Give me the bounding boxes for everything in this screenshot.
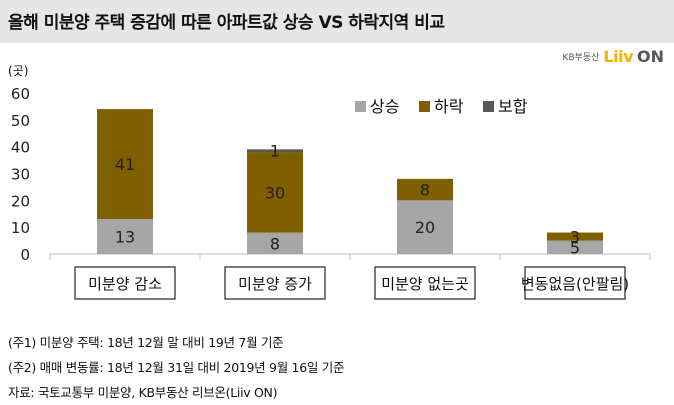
- bar-segment: [397, 200, 453, 254]
- y-tick-label: 0: [20, 246, 30, 264]
- legend-label: 보합: [498, 97, 528, 116]
- source-note: 자료: 국토교통부 미분양, KB부동산 리브온(Liiv ON): [8, 385, 278, 400]
- bar-segment: [547, 240, 603, 254]
- y-axis-unit: (곳): [8, 64, 29, 78]
- footnote-2: (주2) 매매 변동률: 18년 12월 31일 대비 2019년 9월 16일…: [8, 360, 345, 375]
- bar-segment: [397, 178, 453, 201]
- legend-swatch: [483, 101, 494, 112]
- category-label: 미분양 감소: [88, 275, 162, 293]
- category-label: 변동없음(안팔림): [521, 275, 629, 293]
- brand-liiv-text: Liiv: [603, 47, 633, 66]
- data-label: 5: [570, 238, 580, 257]
- bar-segment: [247, 232, 303, 254]
- bar-segment: [547, 232, 603, 241]
- bar-segment: [97, 219, 153, 254]
- data-label: 3: [570, 228, 580, 247]
- category-label: 미분양 없는곳: [381, 275, 469, 293]
- y-tick-label: 30: [11, 166, 30, 184]
- data-label: 1: [270, 142, 280, 161]
- bar-segment: [247, 149, 303, 153]
- y-tick-label: 50: [11, 112, 30, 130]
- y-tick-label: 20: [11, 192, 30, 210]
- legend: 상승 하락 보합: [355, 97, 528, 116]
- legend-label: 하락: [434, 97, 464, 116]
- data-label: 8: [270, 234, 280, 253]
- category-box: [224, 266, 326, 300]
- legend-swatch: [419, 101, 430, 112]
- y-axis: 0 10 20 30 40 50 60: [11, 85, 651, 264]
- data-label: 30: [265, 183, 285, 202]
- data-label: 8: [420, 181, 430, 200]
- data-label: 20: [415, 218, 435, 237]
- data-labels: 13 41 8 30 1 20 8 53: [115, 142, 580, 258]
- category-box: [374, 266, 476, 300]
- title-bar: 올해 미분양 주택 증감에 따른 아파트값 상승 VS 하락지역 비교: [0, 0, 674, 43]
- bar-segment: [247, 152, 303, 233]
- legend-label: 상승: [370, 97, 399, 116]
- data-label: 41: [115, 155, 135, 174]
- bars: [97, 109, 603, 254]
- y-tick-label: 10: [11, 219, 30, 237]
- brand-kb-label: KB부동산: [562, 53, 600, 63]
- y-tick-label: 40: [11, 139, 30, 157]
- bar-segment: [97, 109, 153, 220]
- legend-swatch: [355, 101, 366, 112]
- category-labels: 미분양 감소 미분양 증가 미분양 없는곳 변동없음(안팔림): [74, 266, 629, 300]
- brand-on-text: ON: [637, 47, 664, 66]
- category-box: [74, 266, 176, 300]
- brand-logo: KB부동산 Liiv ON: [562, 47, 664, 66]
- category-box: [524, 266, 626, 300]
- y-tick-label: 60: [11, 85, 30, 103]
- page-title: 올해 미분양 주택 증감에 따른 아파트값 상승 VS 하락지역 비교: [8, 13, 445, 33]
- category-label: 미분양 증가: [238, 275, 312, 293]
- data-label: 13: [115, 228, 135, 247]
- footnote-1: (주1) 미분양 주택: 18년 12월 말 대비 19년 7월 기준: [8, 335, 284, 350]
